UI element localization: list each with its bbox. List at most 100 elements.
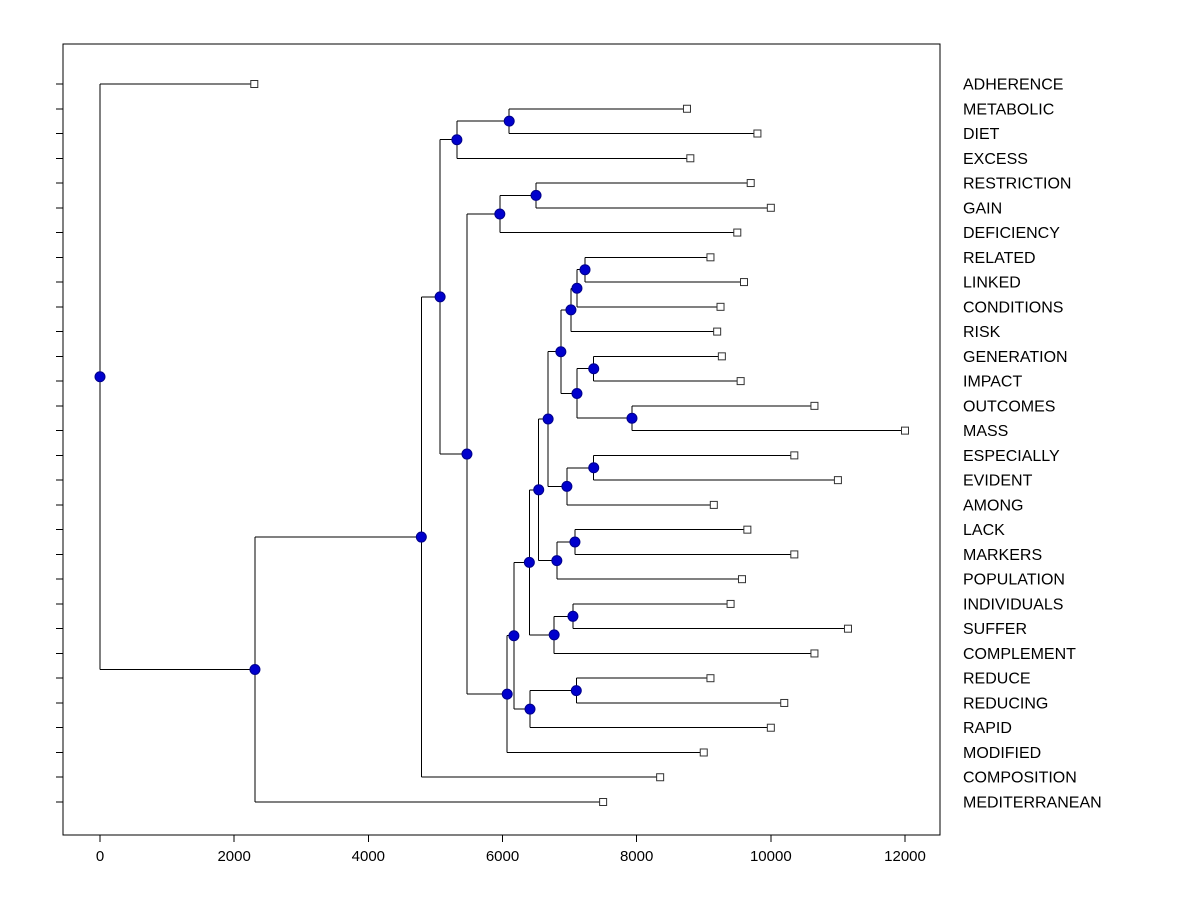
leaf-label-population: POPULATION — [963, 572, 1065, 589]
leaf-marker — [706, 253, 715, 262]
cluster-node-marker — [555, 346, 567, 358]
cluster-node-marker — [579, 264, 591, 276]
leaf-label-individuals: INDIVIDUALS — [963, 596, 1063, 613]
cluster-node-marker — [567, 610, 579, 622]
leaf-label-lack: LACK — [963, 522, 1005, 539]
cluster-node-marker — [569, 536, 581, 548]
x-tick-label: 12000 — [884, 848, 926, 865]
leaf-marker — [753, 129, 762, 138]
leaf-marker — [599, 798, 608, 806]
leaf-label-metabolic: METABOLIC — [963, 101, 1054, 118]
leaf-marker — [810, 649, 819, 658]
leaf-label-markers: MARKERS — [963, 547, 1042, 564]
leaf-marker — [682, 104, 691, 113]
cluster-node-marker — [533, 484, 545, 496]
x-tick-label: 0 — [96, 848, 104, 865]
axes — [56, 43, 941, 842]
cluster-node-marker — [503, 115, 515, 127]
leaf-label-generation: GENERATION — [963, 349, 1068, 366]
leaf-label-reduce: REDUCE — [963, 671, 1031, 688]
leaf-label-related: RELATED — [963, 250, 1036, 267]
cluster-node-marker — [451, 134, 463, 146]
leaf-marker — [901, 426, 909, 435]
x-tick-label: 8000 — [620, 848, 653, 865]
leaf-marker — [833, 476, 842, 485]
dendrogram-links — [99, 83, 905, 803]
leaf-label-reducing: REDUCING — [963, 695, 1048, 712]
leaf-marker — [717, 352, 726, 361]
cluster-node-marker — [494, 208, 506, 220]
leaf-marker — [656, 773, 665, 782]
cluster-node-marker — [561, 480, 573, 492]
cluster-node-marker — [548, 629, 560, 641]
cluster-node-marker — [626, 412, 638, 424]
cluster-node-marker — [461, 448, 473, 460]
leaf-marker — [686, 154, 695, 163]
leaf-marker — [736, 377, 745, 386]
leaf-label-gain: GAIN — [963, 200, 1002, 217]
leaf-marker — [780, 698, 789, 707]
leaf-label-suffer: SUFFER — [963, 621, 1027, 638]
leaf-label-especially: ESPECIALLY — [963, 448, 1060, 465]
cluster-node-marker — [588, 462, 600, 474]
node-markers — [94, 80, 909, 806]
labels: ADHERENCE METABOLIC DIET EXCESS RESTRICTION G… — [96, 77, 1102, 866]
leaf-marker — [766, 203, 775, 212]
x-tick-label: 2000 — [217, 848, 250, 865]
leaf-label-complement: COMPLEMENT — [963, 646, 1076, 663]
leaf-label-mass: MASS — [963, 423, 1008, 440]
leaf-marker — [790, 550, 799, 559]
leaf-marker — [766, 723, 775, 732]
leaf-label-restriction: RESTRICTION — [963, 176, 1071, 193]
leaf-label-outcomes: OUTCOMES — [963, 398, 1055, 415]
leaf-marker — [843, 624, 852, 633]
leaf-marker — [790, 451, 799, 460]
cluster-node-marker — [588, 363, 600, 375]
leaf-label-excess: EXCESS — [963, 151, 1028, 168]
cluster-node-marker — [542, 413, 554, 425]
cluster-node-marker — [571, 387, 583, 399]
leaf-label-modified: MODIFIED — [963, 745, 1041, 762]
leaf-marker — [713, 327, 722, 336]
cluster-node-marker — [523, 556, 535, 568]
leaf-label-conditions: CONDITIONS — [963, 299, 1063, 316]
cluster-node-marker — [501, 688, 513, 700]
leaf-marker — [737, 575, 746, 584]
leaf-marker — [810, 401, 819, 410]
x-tick-label: 10000 — [750, 848, 792, 865]
leaf-marker — [746, 179, 755, 188]
leaf-marker — [733, 228, 742, 237]
leaf-marker — [699, 748, 708, 757]
leaf-marker — [709, 500, 718, 509]
cluster-node-marker — [530, 189, 542, 201]
leaf-label-among: AMONG — [963, 497, 1023, 514]
leaf-label-adherence: ADHERENCE — [963, 77, 1063, 94]
cluster-node-marker — [249, 664, 261, 676]
cluster-node-marker — [508, 630, 520, 642]
cluster-node-marker — [570, 685, 582, 697]
plot-box — [62, 43, 941, 836]
leaf-marker — [706, 674, 715, 683]
cluster-node-marker — [415, 531, 427, 543]
leaf-label-rapid: RAPID — [963, 720, 1012, 737]
x-tick-label: 6000 — [486, 848, 519, 865]
leaf-label-deficiency: DEFICIENCY — [963, 225, 1060, 242]
cluster-node-marker — [551, 555, 563, 567]
leaf-marker — [726, 599, 735, 608]
leaf-marker — [250, 80, 259, 88]
cluster-node-marker — [434, 291, 446, 303]
leaf-marker — [743, 525, 752, 534]
leaf-label-evident: EVIDENT — [963, 473, 1033, 490]
leaf-label-risk: RISK — [963, 324, 1001, 341]
leaf-marker — [716, 302, 725, 311]
cluster-node-marker — [571, 282, 583, 294]
cluster-node-marker — [524, 703, 536, 715]
x-tick-label: 4000 — [352, 848, 385, 865]
leaf-label-mediterranean: MEDITERRANEAN — [963, 795, 1102, 812]
cluster-node-marker — [94, 371, 106, 383]
leaf-label-diet: DIET — [963, 126, 1000, 143]
cluster-node-marker — [565, 304, 577, 316]
leaf-label-impact: IMPACT — [963, 374, 1022, 391]
